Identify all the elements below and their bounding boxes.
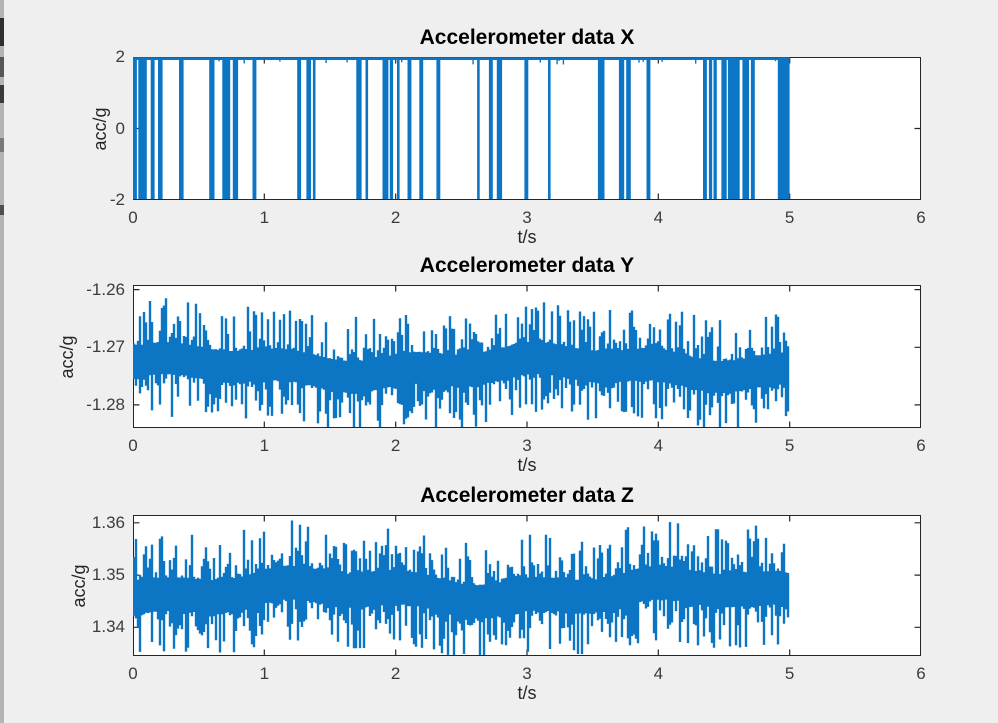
x-axis-label-z: t/s xyxy=(517,683,537,703)
x-tick-label: 6 xyxy=(916,436,926,455)
edge-artifact-mark xyxy=(0,205,4,215)
y-tick-label: 1.36 xyxy=(91,512,125,532)
edge-artifact-mark xyxy=(0,85,4,103)
y-tick-label: -1.27 xyxy=(86,337,125,357)
x-tick-label: 1 xyxy=(259,208,270,227)
x-tick-label: 3 xyxy=(522,664,532,683)
tick-marks xyxy=(133,516,921,655)
plot-area-x xyxy=(133,57,921,200)
x-tick-label: 6 xyxy=(916,664,926,683)
x-tick-label: 0 xyxy=(128,208,138,227)
x-tick-label: 2 xyxy=(390,436,401,455)
x-tick-label: 1 xyxy=(259,664,270,683)
y-tick-label: -1.26 xyxy=(86,279,125,299)
x-tick-label: 0 xyxy=(128,664,138,683)
plot-area-z xyxy=(133,515,921,656)
x-tick-label: 3 xyxy=(522,208,532,227)
chart-title-y: Accelerometer data Y xyxy=(419,254,635,277)
x-tick-label: 4 xyxy=(653,664,664,683)
edge-artifact-mark xyxy=(0,18,4,46)
y-tick-label: 2 xyxy=(115,47,125,66)
signal-trace-svg xyxy=(133,285,921,428)
y-tick-label: 1.34 xyxy=(91,617,125,637)
y-tick-label: -1.28 xyxy=(86,394,125,414)
edge-artifact-mark xyxy=(0,57,4,77)
x-tick-label: 3 xyxy=(522,436,532,455)
left-edge-artifact xyxy=(0,0,4,723)
x-tick-label: 5 xyxy=(784,664,795,683)
signal-trace-svg xyxy=(133,515,921,656)
x-tick-label: 4 xyxy=(653,436,664,455)
x-tick-label: 2 xyxy=(390,208,401,227)
chart-title-z: Accelerometer data Z xyxy=(420,484,634,507)
y-tick-label: -2 xyxy=(109,190,125,209)
x-axis-label-x: t/s xyxy=(517,227,537,247)
tick-marks xyxy=(133,286,921,427)
x-tick-label: 2 xyxy=(390,664,401,683)
x-tick-label: 5 xyxy=(784,208,795,227)
x-tick-label: 5 xyxy=(784,436,795,455)
noise-nubs xyxy=(218,58,777,65)
x-tick-label: 1 xyxy=(259,436,270,455)
x-tick-label: 4 xyxy=(653,208,664,227)
y-tick-label: 1.35 xyxy=(91,565,125,585)
y-tick-label: 0 xyxy=(115,118,125,138)
plot-area-y xyxy=(133,285,921,428)
x-tick-label: 6 xyxy=(916,208,926,227)
x-axis-label-y: t/s xyxy=(517,455,537,475)
chart-title-x: Accelerometer data X xyxy=(419,26,635,49)
dropout-bars xyxy=(133,58,790,199)
edge-artifact-mark xyxy=(0,138,4,152)
noise-trace xyxy=(133,520,790,655)
x-tick-label: 0 xyxy=(128,436,138,455)
signal-trace-svg xyxy=(133,57,921,200)
noise-trace xyxy=(133,298,790,427)
